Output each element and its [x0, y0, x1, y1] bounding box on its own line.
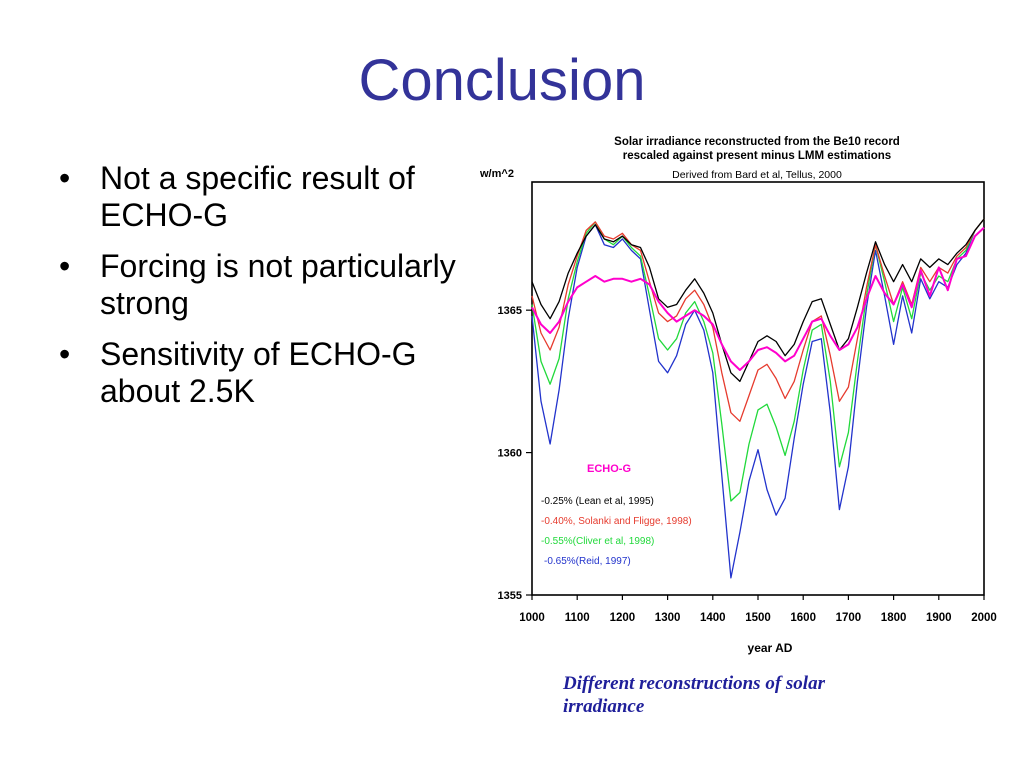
series-line [531, 218, 985, 383]
y-tick-label: 1355 [498, 590, 522, 602]
legend-title: ECHO-G [587, 463, 631, 475]
series-line [531, 218, 985, 579]
legend: ECHO-G -0.25% (Lean et al, 1995) -0.40%, … [541, 463, 692, 567]
bullet-dot: • [59, 248, 71, 284]
bullet-item: • Sensitivity of ECHO-G about 2.5K [55, 336, 460, 410]
bullet-dot: • [59, 336, 71, 372]
bullet-text: Sensitivity of ECHO-G about 2.5K [100, 336, 417, 409]
x-tick-label: 1200 [610, 612, 636, 624]
series-line [531, 218, 985, 502]
x-tick-label: 1500 [745, 612, 771, 624]
x-tick-label: 1700 [836, 612, 862, 624]
y-tick-label: 1360 [498, 448, 522, 460]
bullet-item: • Not a specific result of ECHO-G [55, 160, 460, 234]
legend-entry: -0.65%(Reid, 1997) [544, 556, 631, 567]
bullet-list: • Not a specific result of ECHO-G • Forc… [55, 160, 460, 424]
figure-caption: Different reconstructions of solar irrad… [563, 673, 825, 717]
x-tick-label: 1900 [926, 612, 952, 624]
x-tick-label: 2000 [971, 612, 997, 624]
x-tick-label: 1400 [700, 612, 726, 624]
x-tick-label: 1000 [519, 612, 545, 624]
y-axis: 1355 1360 1365 [498, 305, 532, 602]
chart-title: Solar irradiance reconstructed from the … [614, 136, 900, 148]
bullet-text: Not a specific result of ECHO-G [100, 160, 415, 233]
series-line [531, 226, 985, 371]
legend-entry: -0.55%(Cliver et al, 1998) [541, 536, 654, 547]
legend-entry: -0.40%, Solanki and Fligge, 1998) [541, 516, 692, 527]
plot-frame [531, 181, 985, 596]
legend-entry: -0.25% (Lean et al, 1995) [541, 496, 654, 507]
x-axis: 1000 1100 1200 1300 1400 1500 1600 1700 1800 1900… [519, 595, 997, 624]
bullet-dot: • [59, 160, 71, 196]
x-tick-label: 1300 [655, 612, 681, 624]
slide-title: Conclusion [358, 48, 646, 113]
y-axis-label: w/m^2 [479, 168, 514, 180]
solar-irradiance-chart: Solar irradiance reconstructed from the … [479, 136, 997, 655]
chart-subtitle: Derived from Bard et al, Tellus, 2000 [672, 169, 842, 181]
x-tick-label: 1600 [790, 612, 816, 624]
bullet-item: • Forcing is not particularly strong [55, 248, 460, 322]
x-axis-label: year AD [748, 641, 793, 655]
x-tick-label: 1800 [881, 612, 907, 624]
series-lines [531, 218, 985, 579]
chart-title-line2: rescaled against present minus LMM estim… [623, 150, 891, 162]
x-tick-label: 1100 [565, 612, 590, 624]
series-line [531, 218, 985, 422]
y-tick-label: 1365 [498, 305, 522, 317]
bullet-text: Forcing is not particularly strong [100, 248, 456, 321]
